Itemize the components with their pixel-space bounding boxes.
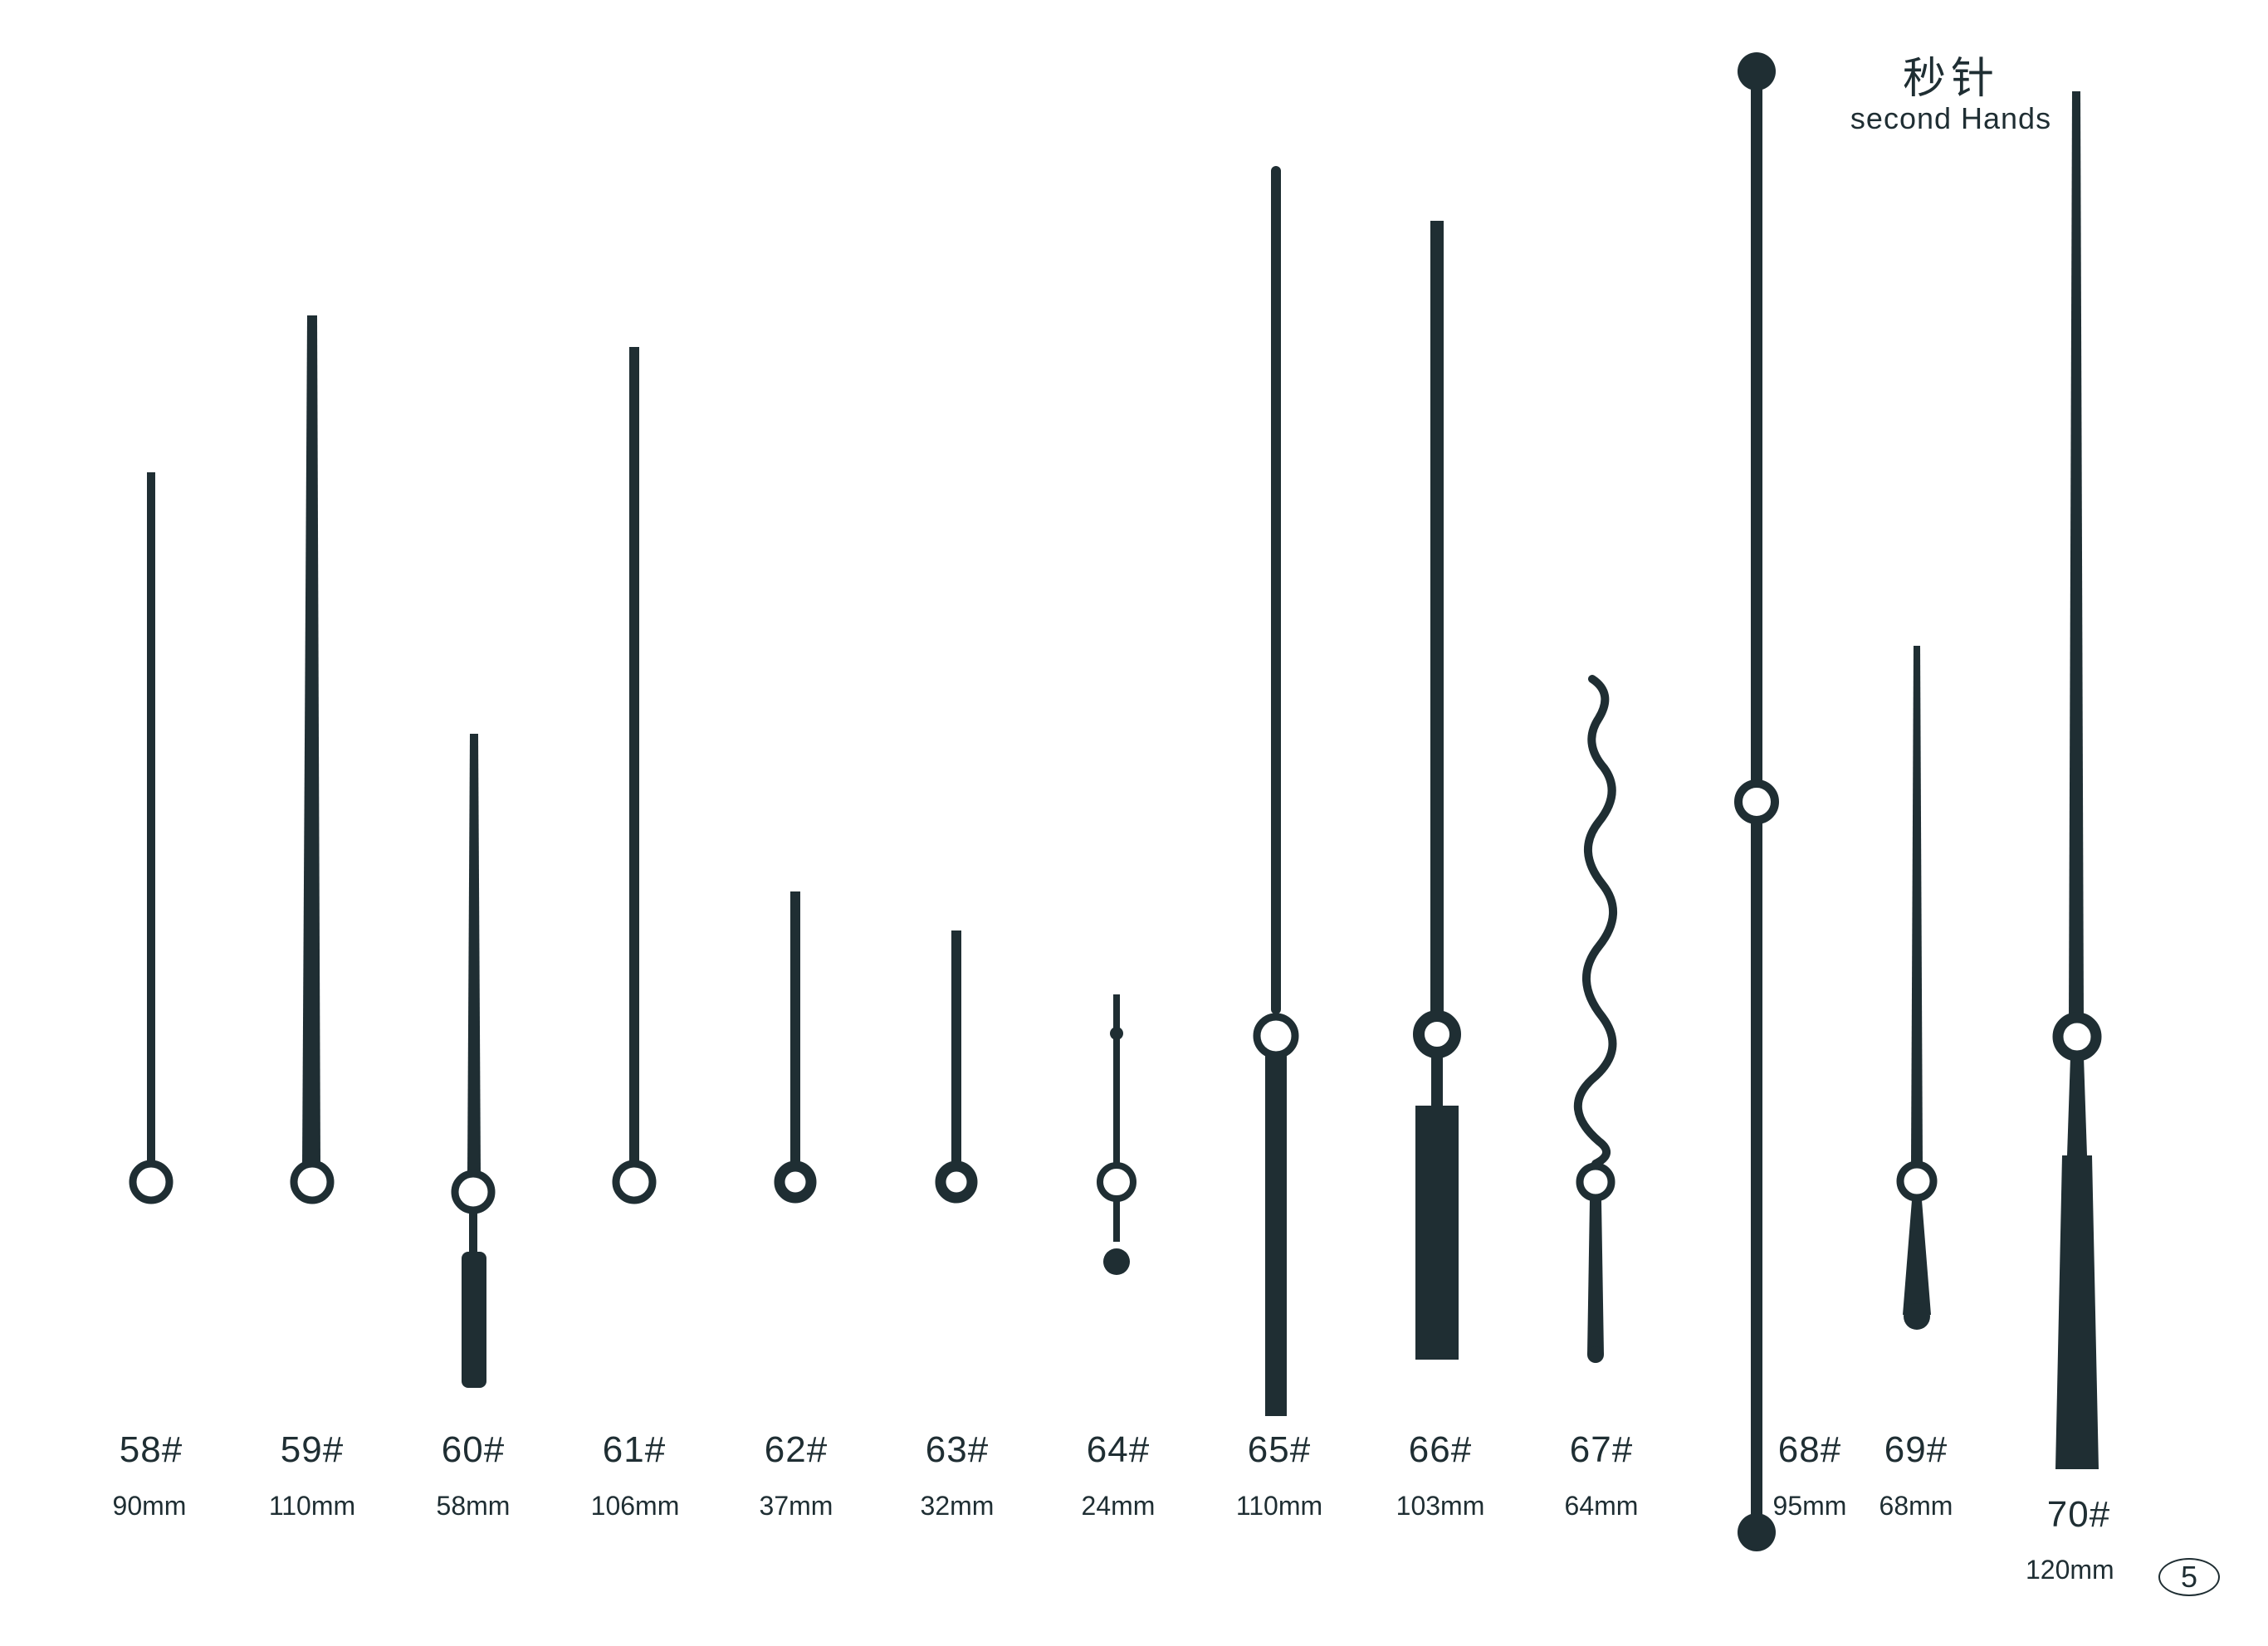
hand-70-drawing	[2052, 91, 2102, 1469]
hand-60-length: 58mm	[436, 1491, 511, 1521]
hand-69-model: 69#	[1884, 1429, 1948, 1470]
title-english: second Hands	[1850, 101, 2052, 135]
hand-61-drawing	[612, 347, 657, 1204]
hand-59-length: 110mm	[268, 1491, 356, 1521]
hand-58-model: 58#	[119, 1429, 183, 1470]
hand-69-drawing	[1896, 646, 1938, 1330]
hand-66-drawing	[1413, 221, 1461, 1360]
hand-60-drawing	[451, 734, 496, 1388]
hand-67-model: 67#	[1569, 1429, 1634, 1470]
hand-68-model: 68#	[1777, 1429, 1842, 1470]
hand-62-length: 37mm	[759, 1491, 833, 1521]
hand-60-model: 60#	[441, 1429, 506, 1470]
hand-58-length: 90mm	[112, 1491, 187, 1521]
hand-65-model: 65#	[1247, 1429, 1312, 1470]
hand-58-drawing	[129, 472, 174, 1204]
hand-69-length: 68mm	[1879, 1491, 1953, 1521]
hand-65-length: 110mm	[1235, 1491, 1323, 1521]
hand-61-model: 61#	[602, 1429, 667, 1470]
hand-68-length: 95mm	[1772, 1491, 1847, 1521]
hand-70-length: 120mm	[2026, 1555, 2114, 1585]
hand-68-drawing	[1734, 52, 1779, 1551]
hand-62-model: 62#	[764, 1429, 829, 1470]
hand-66-model: 66#	[1408, 1429, 1473, 1470]
hand-62-drawing	[774, 891, 817, 1204]
hand-59-drawing	[290, 315, 335, 1204]
hand-59-model: 59#	[280, 1429, 345, 1470]
hand-66-length: 103mm	[1396, 1491, 1485, 1521]
hand-64-drawing	[1097, 994, 1136, 1275]
hand-65-drawing	[1253, 166, 1299, 1416]
hand-70-model: 70#	[2046, 1494, 2111, 1535]
hand-63-model: 63#	[925, 1429, 990, 1470]
hand-64-model: 64#	[1086, 1429, 1151, 1470]
hand-67-drawing	[1573, 675, 1617, 1363]
title-chinese: 秒针	[1902, 54, 1999, 104]
page-number: 5	[2158, 1558, 2220, 1596]
hand-61-length: 106mm	[590, 1491, 680, 1521]
hand-64-length: 24mm	[1081, 1491, 1156, 1521]
hand-63-drawing	[935, 930, 978, 1204]
hand-63-length: 32mm	[920, 1491, 995, 1521]
hand-67-length: 64mm	[1564, 1491, 1639, 1521]
